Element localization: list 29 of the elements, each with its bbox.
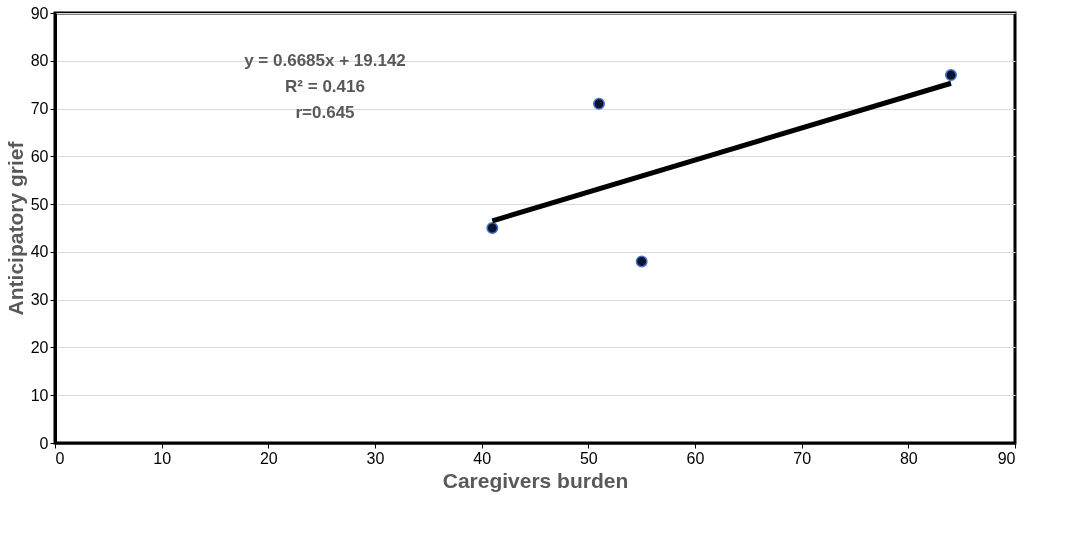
x-tick-label: 20 [259, 449, 278, 467]
y-tick-label: 70 [30, 100, 49, 118]
y-tick-label: 60 [30, 147, 49, 165]
x-tick-label: 0 [55, 449, 65, 467]
x-tick-label: 10 [153, 449, 172, 467]
y-tick-label: 10 [30, 386, 49, 404]
annotation: R² = 0.416 [285, 77, 365, 96]
annotation: r=0.645 [295, 103, 355, 122]
point [635, 255, 648, 268]
y-tick-label: 50 [30, 195, 49, 213]
point [593, 97, 605, 110]
x-tick-label: 60 [686, 449, 705, 467]
annotation: y = 0.6685x + 19.142 [244, 51, 406, 70]
y-tick-label: 80 [30, 52, 49, 70]
x-tick-label: 40 [473, 449, 492, 467]
point [945, 69, 957, 82]
y-tick-label: 30 [30, 291, 49, 309]
y-tick-label: 0 [39, 434, 49, 452]
y-tick-label: 20 [30, 338, 49, 356]
point [486, 222, 499, 234]
y-axis-title: Anticipatory grief [3, 140, 27, 316]
y-tick-label: 90 [30, 4, 49, 22]
x-tick-label: 50 [579, 449, 598, 467]
x-tick-label: 90 [997, 449, 1016, 467]
x-tick-label: 30 [366, 449, 385, 467]
x-axis-title: Caregivers burden [442, 468, 629, 492]
x-tick-label: 70 [793, 449, 812, 467]
x-tick-label: 80 [899, 449, 918, 467]
y-tick-label: 40 [30, 243, 49, 261]
